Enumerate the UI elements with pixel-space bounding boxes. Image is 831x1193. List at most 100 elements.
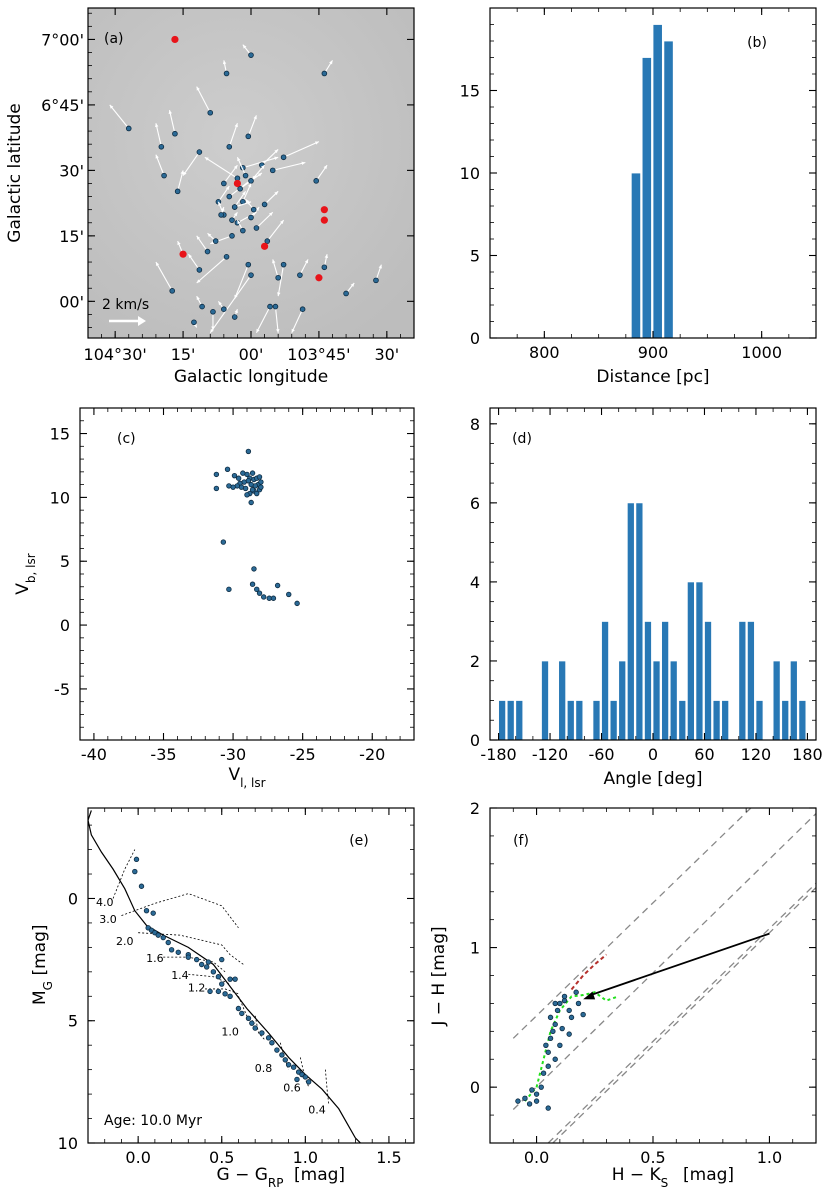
panel-a-xtick-label: 103°45' (287, 345, 350, 364)
velocity-point (224, 466, 231, 472)
velocity-point (252, 483, 259, 489)
member-star (237, 185, 243, 192)
panel-f-xtick-label: 0.5 (640, 1148, 665, 1167)
vector-arrowhead (221, 207, 225, 212)
member-star (245, 133, 252, 140)
color-color-star (552, 1056, 558, 1062)
velocity-point (235, 475, 242, 481)
vector-arrowhead (155, 123, 159, 128)
cmd-star (160, 934, 166, 941)
panel-d-xlabel: Angle [deg] (603, 769, 702, 789)
age-annotation: Age: 10.0 Myr (104, 1113, 202, 1129)
color-color-star (559, 1025, 565, 1032)
histogram-bar (721, 700, 730, 740)
color-color-star (575, 1000, 582, 1007)
member-star (275, 274, 281, 281)
color-color-star (554, 1007, 561, 1014)
proper-motion-vector (272, 161, 306, 171)
cmd-star (219, 981, 225, 987)
panel-c-xtick-label: -40 (81, 745, 107, 764)
velocity-point (261, 594, 267, 600)
member-star (174, 188, 181, 195)
proper-motion-vector (255, 306, 271, 334)
cmd-star (239, 1010, 245, 1017)
cmd-star (274, 1047, 280, 1053)
histogram-bar (704, 621, 712, 740)
cmd-star (150, 910, 156, 916)
histogram-bar (652, 24, 663, 338)
member-star (253, 225, 260, 231)
panel-d-ytick-label: 8 (470, 415, 480, 434)
panel-c-label: (c) (117, 431, 136, 447)
member-star (248, 272, 254, 278)
cmd-star (245, 1015, 252, 1021)
vector-arrowhead (314, 141, 319, 145)
cmd-star (132, 868, 138, 875)
vector-arrowhead (323, 165, 328, 170)
panel-a-xtick-label: 00' (239, 345, 264, 364)
velocity-point (254, 490, 260, 497)
cmd-star (222, 991, 228, 997)
panel-e-xlabel-unit: [mag] (294, 1165, 345, 1185)
vector-arrowhead (277, 292, 281, 297)
velocity-point (245, 478, 252, 484)
cmd-star (198, 961, 205, 968)
vector-arrowhead (301, 161, 306, 166)
histogram-bar (575, 700, 584, 740)
panel-c-ytick-label: 0 (60, 616, 70, 635)
panel-c-ytick-label: 15 (50, 425, 70, 444)
color-color-star (566, 1031, 572, 1037)
histogram-bar (566, 700, 575, 740)
velocity-point (244, 492, 250, 498)
highlighted-star (179, 250, 187, 258)
panel-c-xlabel: Vl, lsr (228, 765, 265, 790)
member-star (207, 109, 214, 116)
evolution-track (163, 956, 226, 973)
cmd-star (302, 1074, 309, 1080)
proper-motion-vector (247, 115, 257, 137)
evolution-track (138, 932, 244, 965)
color-color-star (550, 1028, 556, 1035)
panel-b-xtick-label: 1000 (741, 343, 782, 362)
histogram-bar (663, 40, 674, 338)
proper-motion-vector (168, 110, 176, 134)
vector-arrowhead (329, 60, 333, 65)
panel-f-content (512, 808, 816, 1143)
proper-motion-vector (266, 219, 285, 242)
cmd-star (227, 976, 233, 982)
histogram-bar (506, 700, 515, 740)
proper-motion-vector (109, 104, 130, 129)
vector-arrowhead (237, 157, 241, 162)
panel-d-ytick-label: 6 (470, 494, 480, 513)
member-star (226, 144, 233, 150)
panel-a-ytick-label: 30' (59, 161, 84, 180)
vector-arrowhead (204, 157, 209, 161)
vector-arrowhead (260, 165, 265, 170)
panel-b-ytick-label: 5 (470, 247, 480, 266)
panel-f: 0.0 0.5 1.0 0 1 2 (f) H − KS [mag] J − H [mag] (429, 799, 817, 1190)
panel-c-ylabel: Vb, lsr (13, 553, 38, 594)
cmd-star (143, 908, 150, 914)
proper-motion-vector (204, 156, 238, 179)
vector-arrowhead (291, 328, 295, 333)
color-color-star (526, 1101, 533, 1107)
vector-arrowhead (234, 123, 238, 128)
panel-c-xtick-label: -25 (290, 745, 316, 764)
velocity-point (274, 582, 281, 589)
panel-f-ylabel: J − H [mag] (429, 926, 449, 1026)
panel-e-label: (e) (349, 833, 369, 849)
cmd-star (185, 954, 192, 960)
histogram-bar (772, 660, 781, 740)
cmd-star (282, 1057, 288, 1063)
panel-a-ytick-label: 00' (59, 292, 84, 311)
panel-c-ytick-label: 5 (60, 552, 70, 571)
panel-d-label: (d) (512, 431, 532, 447)
proper-motion-vector (155, 261, 173, 292)
member-star (210, 309, 216, 315)
color-color-star (545, 1063, 551, 1069)
member-star (248, 52, 254, 58)
cmd-star (249, 1020, 255, 1026)
member-star (231, 314, 238, 320)
color-color-star (533, 1098, 540, 1104)
mass-label: 0.8 (255, 1062, 273, 1075)
